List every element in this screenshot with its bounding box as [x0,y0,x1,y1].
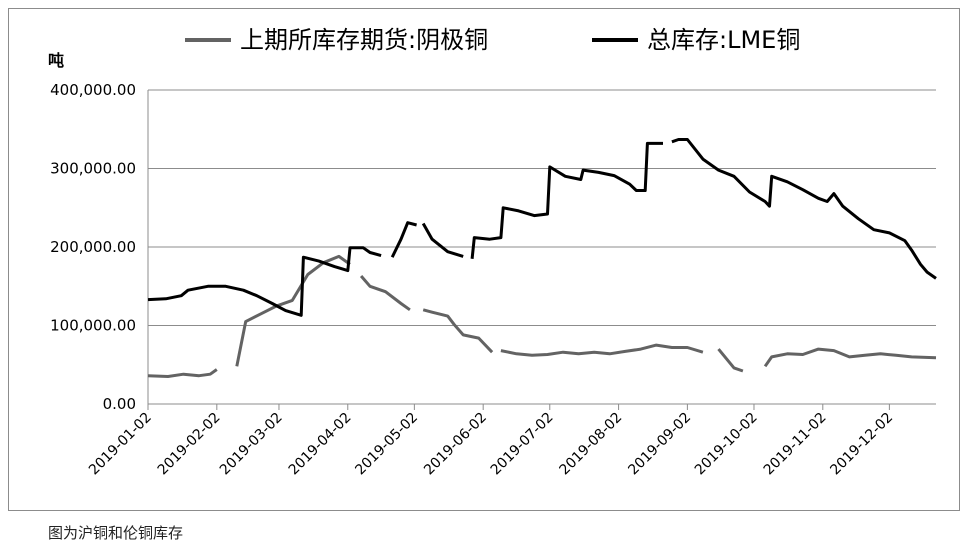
x-tick-label: 2019-10-02 [692,410,761,479]
series-line-lme-copper [470,141,663,259]
x-tick-label: 2019-11-02 [761,410,830,479]
series-line-lme-copper [671,138,937,280]
y-tick-label: 0.00 [103,395,136,413]
series-line-shfe-copper [763,347,937,368]
y-tick-label: 400,000.00 [50,81,136,99]
x-tick-label: 2019-09-02 [625,410,694,479]
series-line-shfe-copper [717,348,744,373]
figure-caption: 图为沪铜和伦铜库存 [48,524,184,542]
x-tick-label: 2019-02-02 [155,410,224,479]
y-tick-label: 100,000.00 [50,317,136,335]
legend-label: 总库存:LME铜 [647,26,800,54]
series-line-shfe-copper [422,308,494,354]
x-tick-label: 2019-05-02 [352,410,421,479]
series-line-lme-copper [421,222,464,258]
x-tick-label: 2019-06-02 [421,410,490,479]
x-tick-label: 2019-01-02 [86,410,155,479]
series-line-lme-copper [147,246,382,317]
x-tick-label: 2019-03-02 [217,410,286,479]
x-tick-label: 2019-08-02 [557,410,626,479]
series-line-lme-copper [390,221,417,258]
series-line-shfe-copper [359,275,411,312]
y-tick-label: 200,000.00 [50,238,136,256]
series-line-shfe-copper [500,343,704,357]
x-tick-label: 2019-04-02 [286,410,355,479]
y-tick-label: 300,000.00 [50,160,136,178]
legend-label: 上期所库存期货:阴极铜 [240,26,488,54]
series-line-shfe-copper [235,254,351,367]
x-tick-label: 2019-07-02 [488,410,557,479]
x-tick-label: 2019-12-02 [827,410,896,479]
y-axis-label: 吨 [48,51,64,70]
chart-frame [8,8,960,511]
series-line-shfe-copper [147,368,218,378]
